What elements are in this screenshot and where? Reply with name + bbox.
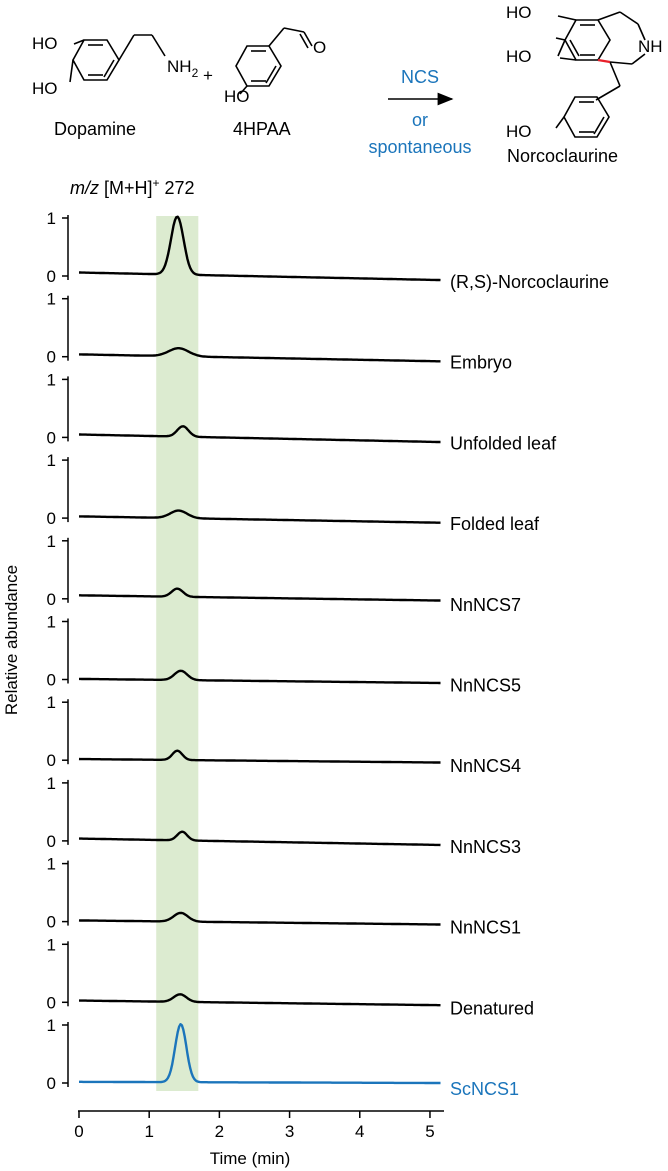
scheme-labels: HO HO NH2 + HO O Dopamine 4HPAA NCS or s…: [32, 3, 663, 166]
y-tick-label: 0: [47, 993, 56, 1012]
shaded-region: [156, 216, 199, 1091]
x-tick-label: 0: [74, 1122, 83, 1141]
trace-panel: 1 0 ScNCS1: [47, 1016, 520, 1099]
trace-line: [79, 587, 441, 602]
x-axis-title: Time (min): [210, 1149, 291, 1168]
y-tick-label: 0: [47, 428, 56, 447]
trace-panel: 1 0 Denatured: [47, 935, 535, 1018]
y-tick-label: 1: [47, 451, 56, 470]
series-label: NnNCS3: [450, 837, 521, 857]
trace-line: [78, 749, 441, 764]
x-tick-label: 1: [144, 1122, 153, 1141]
norcoclaurine-name: Norcoclaurine: [507, 146, 618, 166]
series-label: Denatured: [450, 998, 534, 1018]
y-tick-label: 0: [47, 1074, 56, 1093]
trace-line: [79, 509, 441, 524]
y-tick-label: 0: [47, 509, 56, 528]
y-tick-label: 1: [47, 1016, 56, 1035]
hpaa-structure: [235, 27, 313, 95]
trace-line: [79, 993, 441, 1007]
y-axis-title: Relative abundance: [2, 565, 21, 715]
dopamine-amine: NH2: [167, 57, 199, 80]
y-tick-label: 0: [47, 671, 56, 690]
new-bond-highlight: [597, 58, 611, 64]
trace-line: [79, 669, 441, 685]
product-oh2: HO: [506, 47, 532, 66]
trace-panel: 1 0 Unfolded leaf: [47, 370, 558, 453]
dopamine-structure: [69, 34, 166, 83]
dopamine-name: Dopamine: [54, 119, 136, 139]
y-tick-label: 0: [47, 751, 56, 770]
series-label: Unfolded leaf: [450, 433, 557, 453]
trace-panel: 1 0 NnNCS5: [47, 613, 522, 696]
trace-line: [79, 1023, 441, 1085]
trace-line: [79, 347, 441, 363]
trace-panel: 1 0 NnNCS7: [47, 532, 522, 615]
series-label: Embryo: [450, 353, 512, 373]
trace-panel: 1 0 NnNCS1: [47, 855, 522, 938]
y-tick-label: 1: [47, 209, 56, 228]
arrow-label-ncs: NCS: [401, 67, 439, 87]
mass-label: m/z [M+H]+ 272: [70, 176, 195, 198]
series-label: NnNCS7: [450, 595, 521, 615]
y-tick-label: 1: [47, 693, 56, 712]
x-tick-label: 2: [215, 1122, 224, 1141]
trace-panel: 1 0 (R,S)-Norcoclaurine: [47, 209, 610, 292]
trace-panel: 1 0 Embryo: [47, 290, 512, 373]
trace-panel: 1 0 Folded leaf: [47, 451, 541, 534]
hpaa-carbonyl: O: [313, 38, 326, 57]
x-tick-label: 5: [425, 1122, 434, 1141]
x-tick-label: 4: [355, 1122, 364, 1141]
series-label: (R,S)-Norcoclaurine: [450, 272, 609, 292]
trace-panel: 1 0 NnNCS3: [47, 774, 522, 857]
arrow-label-or: or: [412, 110, 428, 130]
trace-line: [79, 425, 441, 444]
trace-line: [78, 911, 441, 926]
y-tick-label: 0: [47, 832, 56, 851]
trace-panel: 1 0 NnNCS4: [47, 693, 522, 776]
y-tick-label: 1: [47, 935, 56, 954]
x-tick-label: 3: [285, 1122, 294, 1141]
reaction-scheme: [69, 11, 646, 138]
product-nh: NH: [638, 37, 663, 56]
y-tick-label: 1: [47, 613, 56, 632]
y-tick-label: 0: [47, 267, 56, 286]
trace-panels: 1 0 (R,S)-Norcoclaurine 1 0 Embryo 1 0 Unfolded …: [47, 209, 610, 1099]
product-oh3: HO: [506, 122, 532, 141]
y-tick-label: 1: [47, 532, 56, 551]
series-label: NnNCS1: [450, 918, 521, 938]
y-tick-label: 0: [47, 348, 56, 367]
product-oh1: HO: [506, 3, 532, 22]
y-tick-label: 1: [47, 290, 56, 309]
y-tick-label: 1: [47, 774, 56, 793]
hpaa-name: 4HPAA: [233, 119, 291, 139]
dopamine-oh1: HO: [32, 34, 58, 53]
trace-line: [79, 215, 441, 282]
norcoclaurine-structure: [555, 11, 646, 138]
trace-line: [79, 830, 441, 847]
series-label: NnNCS5: [450, 676, 521, 696]
hpaa-oh: HO: [224, 87, 250, 106]
y-tick-label: 1: [47, 855, 56, 874]
series-label: Folded leaf: [450, 514, 540, 534]
series-label: NnNCS4: [450, 756, 521, 776]
y-tick-label: 0: [47, 590, 56, 609]
series-label: ScNCS1: [450, 1079, 519, 1099]
x-axis: 0 1 2 3 4 5: [74, 1110, 444, 1141]
y-tick-label: 0: [47, 913, 56, 932]
arrow-label-spontaneous: spontaneous: [368, 137, 471, 157]
y-tick-label: 1: [47, 370, 56, 389]
plus-sign: +: [203, 66, 213, 85]
dopamine-oh2: HO: [32, 79, 58, 98]
